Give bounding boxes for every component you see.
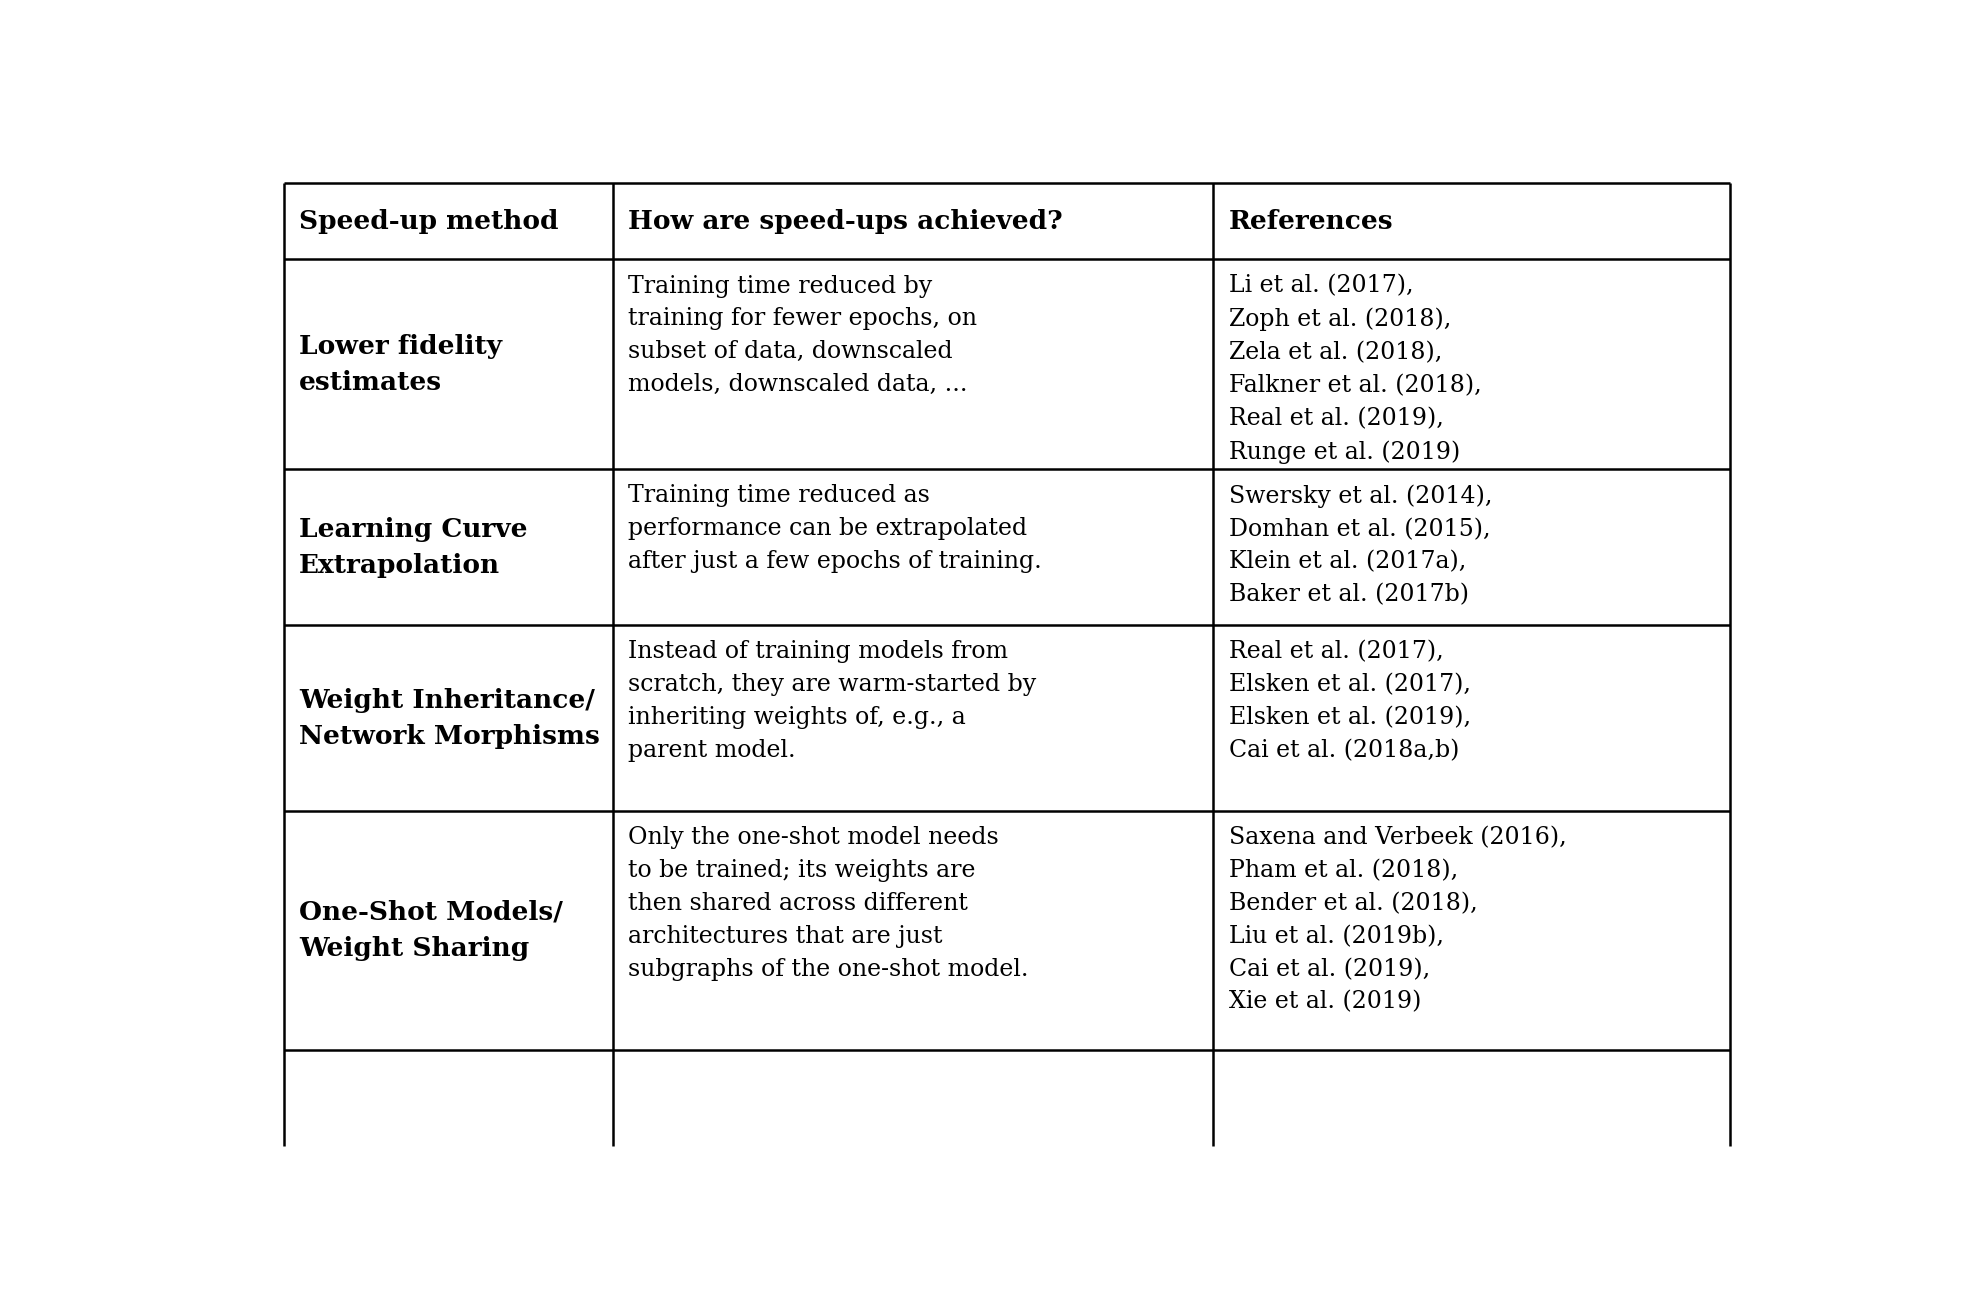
Text: Learning Curve
Extrapolation: Learning Curve Extrapolation bbox=[299, 517, 526, 578]
Text: Swersky et al. (2014),
Domhan et al. (2015),
Klein et al. (2017a),
Baker et al. : Swersky et al. (2014), Domhan et al. (20… bbox=[1229, 484, 1493, 607]
Text: Speed-up method: Speed-up method bbox=[299, 209, 558, 234]
Text: Only the one-shot model needs
to be trained; its weights are
then shared across : Only the one-shot model needs to be trai… bbox=[628, 826, 1029, 980]
Text: Training time reduced by
training for fewer epochs, on
subset of data, downscale: Training time reduced by training for fe… bbox=[628, 275, 978, 396]
Text: Training time reduced as
performance can be extrapolated
after just a few epochs: Training time reduced as performance can… bbox=[628, 484, 1043, 574]
Text: Lower fidelity
estimates: Lower fidelity estimates bbox=[299, 334, 501, 395]
Text: Saxena and Verbeek (2016),
Pham et al. (2018),
Bender et al. (2018),
Liu et al. : Saxena and Verbeek (2016), Pham et al. (… bbox=[1229, 826, 1567, 1013]
Text: One-Shot Models/
Weight Sharing: One-Shot Models/ Weight Sharing bbox=[299, 900, 562, 961]
Text: Real et al. (2017),
Elsken et al. (2017),
Elsken et al. (2019),
Cai et al. (2018: Real et al. (2017), Elsken et al. (2017)… bbox=[1229, 641, 1471, 762]
Text: References: References bbox=[1229, 209, 1392, 234]
Text: Weight Inheritance/
Network Morphisms: Weight Inheritance/ Network Morphisms bbox=[299, 687, 599, 749]
Text: Instead of training models from
scratch, they are warm-started by
inheriting wei: Instead of training models from scratch,… bbox=[628, 641, 1037, 762]
Text: How are speed-ups achieved?: How are speed-ups achieved? bbox=[628, 209, 1063, 234]
Text: Li et al. (2017),
Zoph et al. (2018),
Zela et al. (2018),
Falkner et al. (2018),: Li et al. (2017), Zoph et al. (2018), Ze… bbox=[1229, 275, 1481, 463]
